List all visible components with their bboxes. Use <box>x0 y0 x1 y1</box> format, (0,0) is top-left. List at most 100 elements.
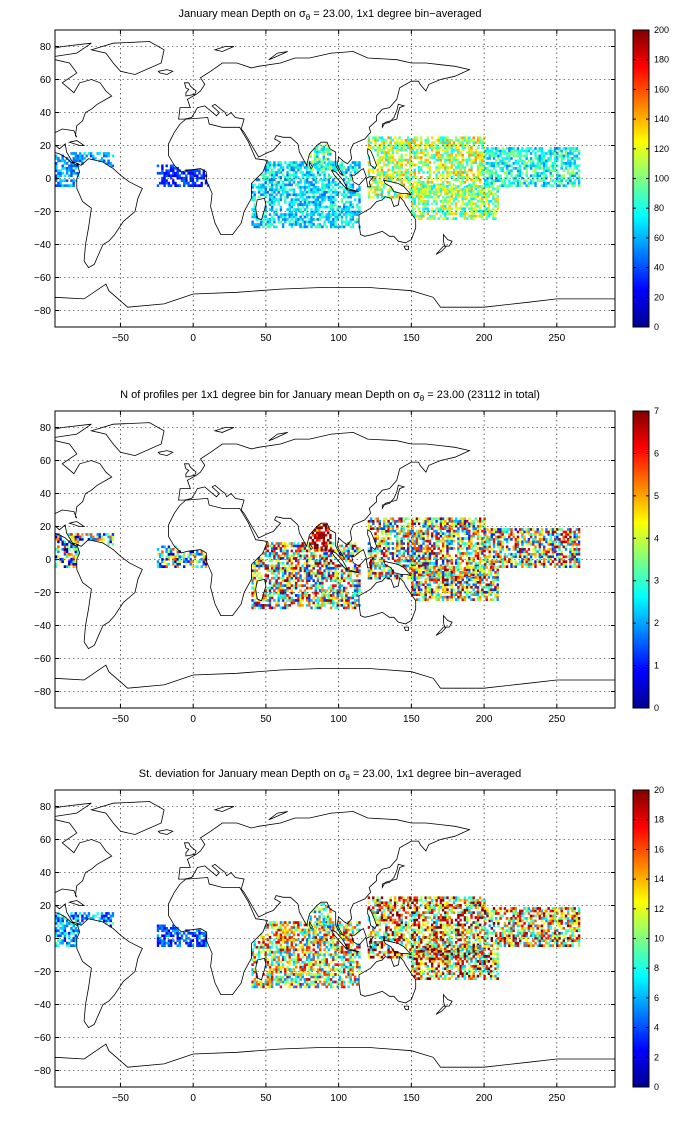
data-cell <box>424 519 427 523</box>
data-cell <box>450 151 453 154</box>
data-cell <box>564 162 568 165</box>
data-cell <box>424 539 427 543</box>
data-cell <box>536 530 539 534</box>
data-cell <box>167 171 171 175</box>
data-cell <box>367 163 371 167</box>
data-cell <box>468 532 471 535</box>
data-cell <box>474 202 477 206</box>
data-cell <box>268 581 272 585</box>
data-cell <box>281 557 285 560</box>
data-cell <box>305 562 309 565</box>
data-cell <box>165 181 168 185</box>
data-cell <box>305 591 309 595</box>
y-tick-label: 0 <box>45 174 51 185</box>
data-cell <box>479 212 482 215</box>
data-cell <box>329 596 333 600</box>
data-cell <box>303 557 307 560</box>
data-cell <box>459 161 462 164</box>
data-cell <box>383 547 386 550</box>
data-cell <box>448 156 451 159</box>
data-cell <box>538 543 541 546</box>
data-cell <box>334 564 337 568</box>
data-cell <box>385 146 388 149</box>
data-cell <box>290 223 293 226</box>
data-cell <box>422 183 425 187</box>
data-cell <box>312 190 315 194</box>
data-cell <box>376 193 379 197</box>
data-cell <box>275 604 278 607</box>
data-cell <box>275 163 278 167</box>
data-cell <box>308 547 311 550</box>
data-cell <box>292 208 296 211</box>
data-cell <box>353 606 357 610</box>
data-cell <box>441 181 445 184</box>
data-cell <box>437 166 440 169</box>
data-cell <box>260 574 263 578</box>
data-cell <box>417 151 421 154</box>
data-cell <box>417 566 421 570</box>
data-cell <box>489 212 493 215</box>
data-cell <box>497 565 500 568</box>
data-cell <box>396 141 399 145</box>
data-cell <box>476 136 480 140</box>
data-cell <box>303 193 307 197</box>
data-cell <box>461 547 464 550</box>
data-cell <box>413 173 416 177</box>
data-cell <box>523 530 526 534</box>
data-cell <box>426 151 429 154</box>
data-cell <box>545 169 548 173</box>
data-cell <box>303 547 307 550</box>
data-cell <box>577 552 581 556</box>
data-cell <box>479 141 482 145</box>
data-cell <box>439 166 443 169</box>
data-cell <box>378 574 381 578</box>
data-cell <box>310 557 313 560</box>
data-cell <box>356 213 359 216</box>
data-cell <box>314 581 317 585</box>
data-cell <box>303 591 307 595</box>
data-cell <box>402 564 405 568</box>
data-cell <box>329 552 333 555</box>
data-cell <box>479 519 482 523</box>
data-cell <box>420 199 423 203</box>
data-cell <box>409 539 412 543</box>
data-cell <box>334 198 337 201</box>
data-cell <box>485 209 488 213</box>
data-cell <box>358 549 361 553</box>
data-cell <box>437 532 440 535</box>
data-cell <box>510 184 513 187</box>
data-cell <box>420 562 423 565</box>
data-cell <box>543 184 546 187</box>
data-cell <box>521 528 524 531</box>
data-cell <box>444 161 447 164</box>
data-cell <box>505 528 509 531</box>
data-cell <box>347 552 350 555</box>
data-cell <box>378 173 381 177</box>
data-cell <box>551 152 555 155</box>
data-cell <box>556 174 559 178</box>
data-cell <box>299 223 302 226</box>
data-cell <box>74 157 77 160</box>
data-cell <box>420 544 423 548</box>
data-cell <box>448 181 451 184</box>
data-cell <box>292 215 296 219</box>
data-cell <box>336 579 339 582</box>
data-cell <box>547 540 550 544</box>
data-cell <box>167 181 171 185</box>
data-cell <box>545 181 548 185</box>
data-cell <box>562 530 565 534</box>
data-cell <box>461 529 464 533</box>
data-cell <box>439 524 443 528</box>
data-cell <box>411 524 414 528</box>
data-cell <box>319 584 322 587</box>
data-cell <box>575 533 579 536</box>
data-cell <box>567 164 570 168</box>
data-cell <box>437 217 440 220</box>
data-cell <box>387 156 390 159</box>
data-cell <box>499 540 502 544</box>
data-cell <box>470 178 473 182</box>
data-cell <box>253 569 256 573</box>
data-cell <box>577 174 581 178</box>
data-cell <box>393 141 397 145</box>
data-cell <box>196 169 199 173</box>
